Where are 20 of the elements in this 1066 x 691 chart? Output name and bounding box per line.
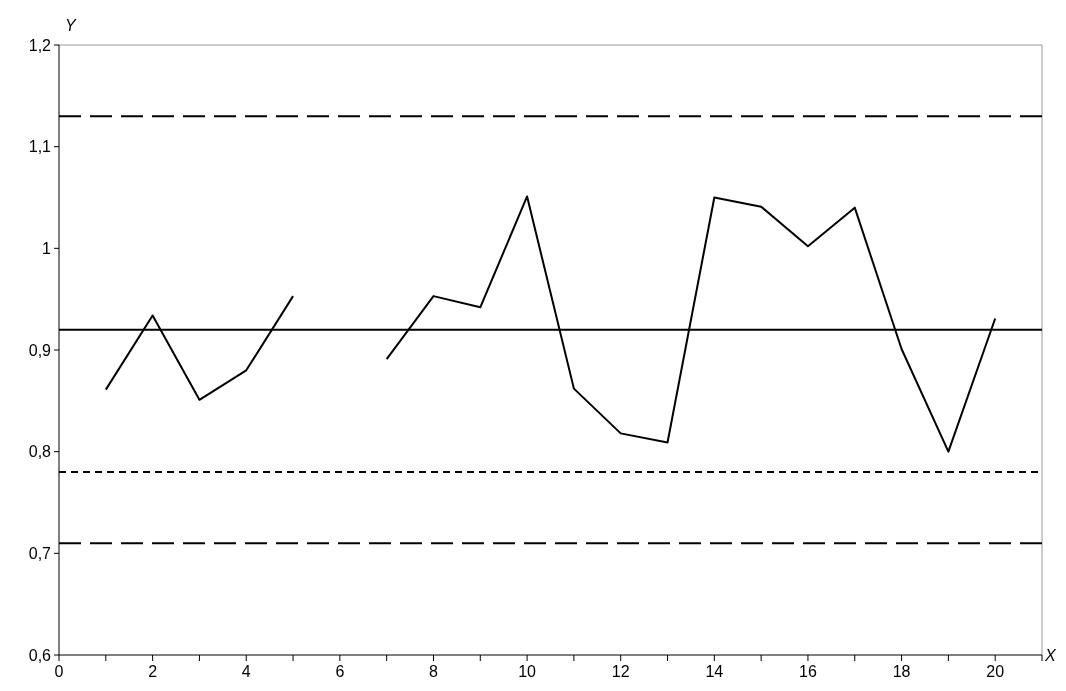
x-tick-label: 16	[799, 663, 817, 680]
x-tick-label: 20	[986, 663, 1005, 680]
x-axis-title: X	[1044, 647, 1057, 664]
y-tick-label: 1	[42, 239, 52, 257]
y-tick-label: 0,6	[28, 646, 52, 664]
x-tick-label: 2	[148, 663, 158, 680]
x-tick-label: 18	[892, 663, 911, 680]
x-tick-label: 4	[241, 663, 251, 680]
y-tick-label: 1,1	[28, 138, 52, 156]
y-tick-label: 1,2	[28, 36, 52, 54]
x-tick-label: 8	[429, 663, 439, 680]
y-axis-title: Y	[65, 17, 77, 34]
y-tick-label: 0,9	[28, 341, 52, 359]
x-tick-label: 12	[611, 663, 630, 680]
x-tick-label: 0	[54, 663, 64, 680]
x-tick-label: 6	[335, 663, 345, 680]
y-tick-label: 0,7	[28, 544, 52, 562]
x-tick-label: 14	[705, 663, 724, 680]
x-tick-label: 10	[518, 663, 537, 680]
y-tick-label: 0,8	[28, 443, 52, 461]
